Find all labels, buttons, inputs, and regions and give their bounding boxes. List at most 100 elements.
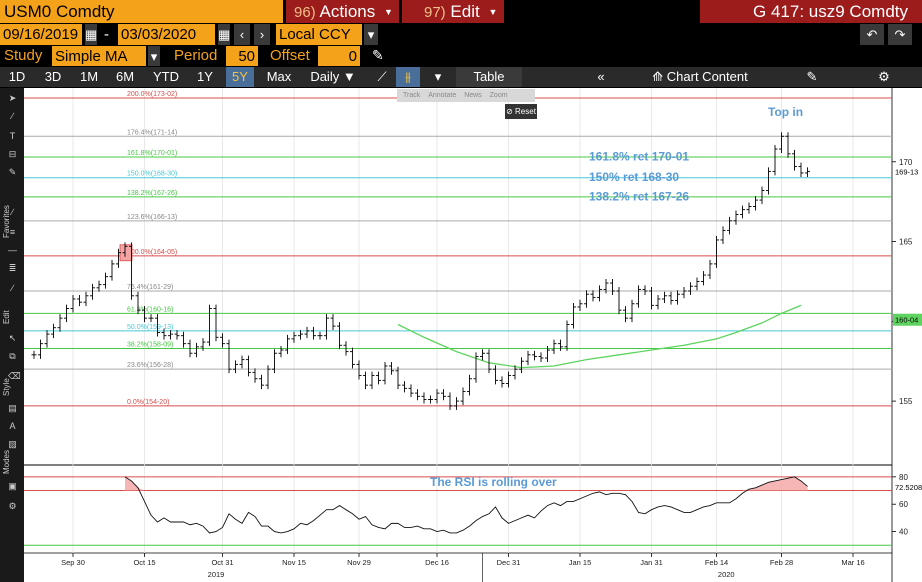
price-bar	[597, 285, 602, 302]
fib-level-label: 23.6%(156-28)	[127, 362, 173, 369]
calendar-icon[interactable]: ▦	[85, 24, 97, 45]
ticker-field[interactable]: USM0 Comdty	[0, 0, 283, 23]
price-bar	[720, 226, 726, 244]
range-6m-button[interactable]: 6M	[115, 69, 135, 84]
price-bar	[376, 371, 381, 385]
undo-icon[interactable]: ↶	[860, 24, 884, 45]
edit-menu[interactable]: 97) Edit ▼	[402, 0, 504, 23]
channel-icon[interactable]: ≡	[9, 227, 16, 237]
study-select[interactable]: Simple MA	[52, 46, 146, 66]
trend-icon[interactable]: ∕	[11, 207, 14, 217]
select-icon[interactable]: ↖	[8, 333, 17, 343]
offset-input[interactable]: 0	[318, 46, 360, 66]
next-arrow-icon[interactable]: ›	[254, 24, 270, 45]
chevron-down-icon[interactable]: ▾	[434, 69, 442, 84]
text-icon[interactable]: T	[9, 131, 16, 141]
price-bar	[532, 350, 537, 361]
price-bar	[519, 357, 524, 374]
price-bar	[129, 242, 134, 300]
font-icon[interactable]: A	[9, 421, 16, 431]
fib-icon[interactable]: ≣	[8, 263, 17, 273]
price-bar	[408, 384, 414, 398]
frequency-select[interactable]: Daily ▼	[310, 69, 356, 84]
annotate-icon[interactable]: ✎	[8, 167, 17, 177]
chevron-down-icon[interactable]: ▾	[148, 46, 160, 66]
price-bar	[636, 285, 641, 308]
range-3d-button[interactable]: 3D	[44, 69, 62, 84]
gear-icon[interactable]: ⚙	[878, 69, 890, 84]
edit-menu-label: Edit	[450, 2, 480, 21]
period-input[interactable]: 50	[226, 46, 258, 66]
pen-icon[interactable]: ∕	[11, 283, 14, 293]
draw-icon[interactable]: ∕	[11, 111, 14, 121]
price-bar	[369, 371, 375, 390]
news-button[interactable]: News	[464, 92, 482, 99]
prev-arrow-icon[interactable]: ‹	[234, 24, 250, 45]
line-icon[interactable]: —	[8, 245, 17, 255]
redo-icon[interactable]: ↷	[888, 24, 912, 45]
range-5y-button[interactable]: 5Y	[226, 67, 254, 87]
price-bar	[70, 295, 76, 313]
price-bar	[350, 347, 355, 369]
price-bar	[213, 304, 219, 342]
price-bar	[688, 282, 693, 296]
price-bar	[642, 285, 648, 296]
color-icon[interactable]: ▤	[8, 403, 17, 413]
price-bar	[467, 374, 472, 396]
settings-icon[interactable]: ⚙	[8, 501, 17, 511]
chevron-down-icon[interactable]: ▾	[364, 24, 378, 45]
price-bar	[174, 330, 180, 340]
edit-chart-icon[interactable]: ✎	[806, 69, 818, 84]
fib-anchor-marker[interactable]	[119, 244, 133, 262]
price-bar	[382, 362, 388, 385]
line-chart-icon[interactable]: ⟋	[377, 69, 387, 84]
range-ytd-button[interactable]: YTD	[153, 69, 179, 84]
price-bar	[603, 279, 609, 294]
zoom-button[interactable]: Zoom	[489, 92, 508, 99]
measure-icon[interactable]: ⊟	[8, 149, 17, 159]
edit-side-label: Edit	[2, 310, 11, 324]
bar-chart-icon[interactable]: ⫵	[396, 67, 420, 87]
table-button[interactable]: Table	[456, 67, 522, 87]
price-chart[interactable]: 200.0%(173-02) 176.4%(171-14) 161.8%(170-0…	[24, 88, 922, 582]
moving-average-line	[397, 304, 802, 369]
fib-level-label: 38.2%(158-09)	[127, 341, 173, 348]
edit-menu-number: 97)	[424, 4, 446, 21]
price-bar	[525, 350, 531, 366]
x-tick-label: Nov 15	[282, 558, 306, 567]
price-bar	[454, 397, 459, 410]
range-1m-button[interactable]: 1M	[79, 69, 99, 84]
price-bar	[766, 167, 771, 195]
price-bar	[317, 331, 323, 340]
start-date-field[interactable]: 09/16/2019	[0, 24, 82, 45]
range-1y-button[interactable]: 1Y	[197, 69, 213, 84]
price-bar	[616, 287, 622, 315]
price-bar	[337, 322, 342, 350]
price-bar	[668, 291, 674, 305]
currency-select[interactable]: Local CCY	[276, 24, 362, 45]
range-max-button[interactable]: Max	[266, 69, 292, 84]
price-bar	[246, 355, 251, 377]
mode-icon[interactable]: ▣	[8, 481, 17, 491]
pencil-icon[interactable]: ✎	[372, 47, 384, 63]
end-date-field[interactable]: 03/03/2020	[118, 24, 215, 45]
price-bar	[558, 339, 563, 351]
fib-level-label: 123.6%(166-13)	[127, 214, 177, 221]
reset-button[interactable]: ⊘ Reset	[505, 104, 537, 119]
chart-mini-toolbar: Track Annotate News Zoom	[397, 89, 535, 102]
track-button[interactable]: Track	[403, 92, 421, 99]
price-bar	[551, 339, 557, 355]
fill-icon[interactable]: ▨	[8, 439, 17, 449]
price-bar	[278, 346, 284, 358]
price-bar	[226, 339, 232, 374]
price-bar	[707, 259, 713, 280]
range-1d-button[interactable]: 1D	[8, 69, 26, 84]
annotate-button[interactable]: Annotate	[428, 92, 457, 99]
chart-content-button[interactable]: ⟰ Chart Content	[640, 67, 760, 87]
cursor-icon[interactable]: ➤	[8, 93, 17, 103]
copy-icon[interactable]: ⧉	[9, 351, 16, 361]
collapse-icon[interactable]: «	[597, 69, 605, 84]
calendar-icon[interactable]: ▦	[218, 24, 230, 45]
actions-menu[interactable]: 96) Actions ▼	[286, 0, 399, 23]
delete-icon[interactable]: ⌫	[8, 371, 21, 381]
